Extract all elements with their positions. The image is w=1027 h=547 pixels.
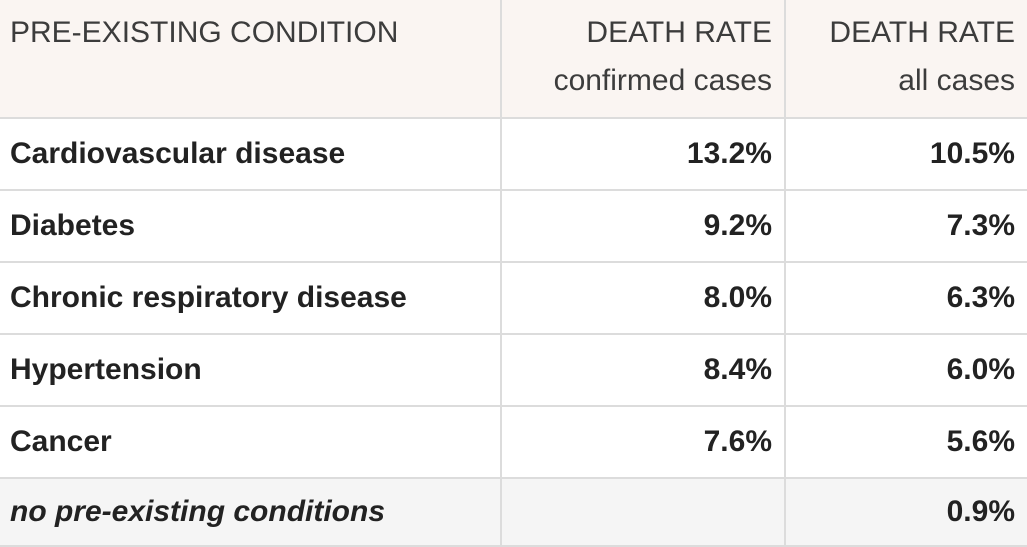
table-body: Cardiovascular disease 13.2% 10.5% Diabetes… xyxy=(0,119,1027,547)
death-rate-all-cell: 5.6% xyxy=(946,425,1015,458)
table-row: Cardiovascular disease 13.2% 10.5% xyxy=(0,119,1027,191)
table-row: no pre-existing conditions 0.9% xyxy=(0,479,1027,547)
table-header: PRE-EXISTING CONDITION DEATH RATE confir… xyxy=(0,0,1027,119)
condition-cell: Chronic respiratory disease xyxy=(0,263,502,333)
death-rate-all-cell: 7.3% xyxy=(946,209,1015,242)
death-rate-confirmed-cell: 8.4% xyxy=(502,335,786,405)
condition-cell: no pre-existing conditions xyxy=(0,479,502,545)
death-rate-confirmed-cell: 8.0% xyxy=(502,263,786,333)
condition-cell: Hypertension xyxy=(0,335,502,405)
column-header-confirmed-sublabel: confirmed cases xyxy=(553,64,772,97)
death-rate-confirmed-cell xyxy=(502,479,786,545)
column-header-condition-label: PRE-EXISTING CONDITION xyxy=(10,16,399,49)
table-row: Chronic respiratory disease 8.0% 6.3% xyxy=(0,263,1027,335)
death-rate-all-cell: 6.0% xyxy=(946,353,1015,386)
column-header-all-sublabel: all cases xyxy=(898,64,1015,97)
death-rate-all-cell: 10.5% xyxy=(929,137,1015,170)
death-rate-all-cell: 0.9% xyxy=(946,495,1015,528)
death-rate-confirmed-cell: 13.2% xyxy=(502,119,786,189)
table-row: Cancer 7.6% 5.6% xyxy=(0,407,1027,479)
column-header-condition: PRE-EXISTING CONDITION xyxy=(0,0,502,117)
table-row: Hypertension 8.4% 6.0% xyxy=(0,335,1027,407)
column-header-all: DEATH RATE all cases xyxy=(786,0,1027,117)
table-row: Diabetes 9.2% 7.3% xyxy=(0,191,1027,263)
death-rate-confirmed-cell: 7.6% xyxy=(502,407,786,477)
column-header-confirmed: DEATH RATE confirmed cases xyxy=(502,0,786,117)
column-header-all-label: DEATH RATE xyxy=(829,16,1015,49)
condition-cell: Cancer xyxy=(0,407,502,477)
death-rate-confirmed-cell: 9.2% xyxy=(502,191,786,261)
column-header-confirmed-label: DEATH RATE xyxy=(586,16,772,49)
condition-cell: Diabetes xyxy=(0,191,502,261)
death-rate-all-cell: 6.3% xyxy=(946,281,1015,314)
condition-cell: Cardiovascular disease xyxy=(0,119,502,189)
